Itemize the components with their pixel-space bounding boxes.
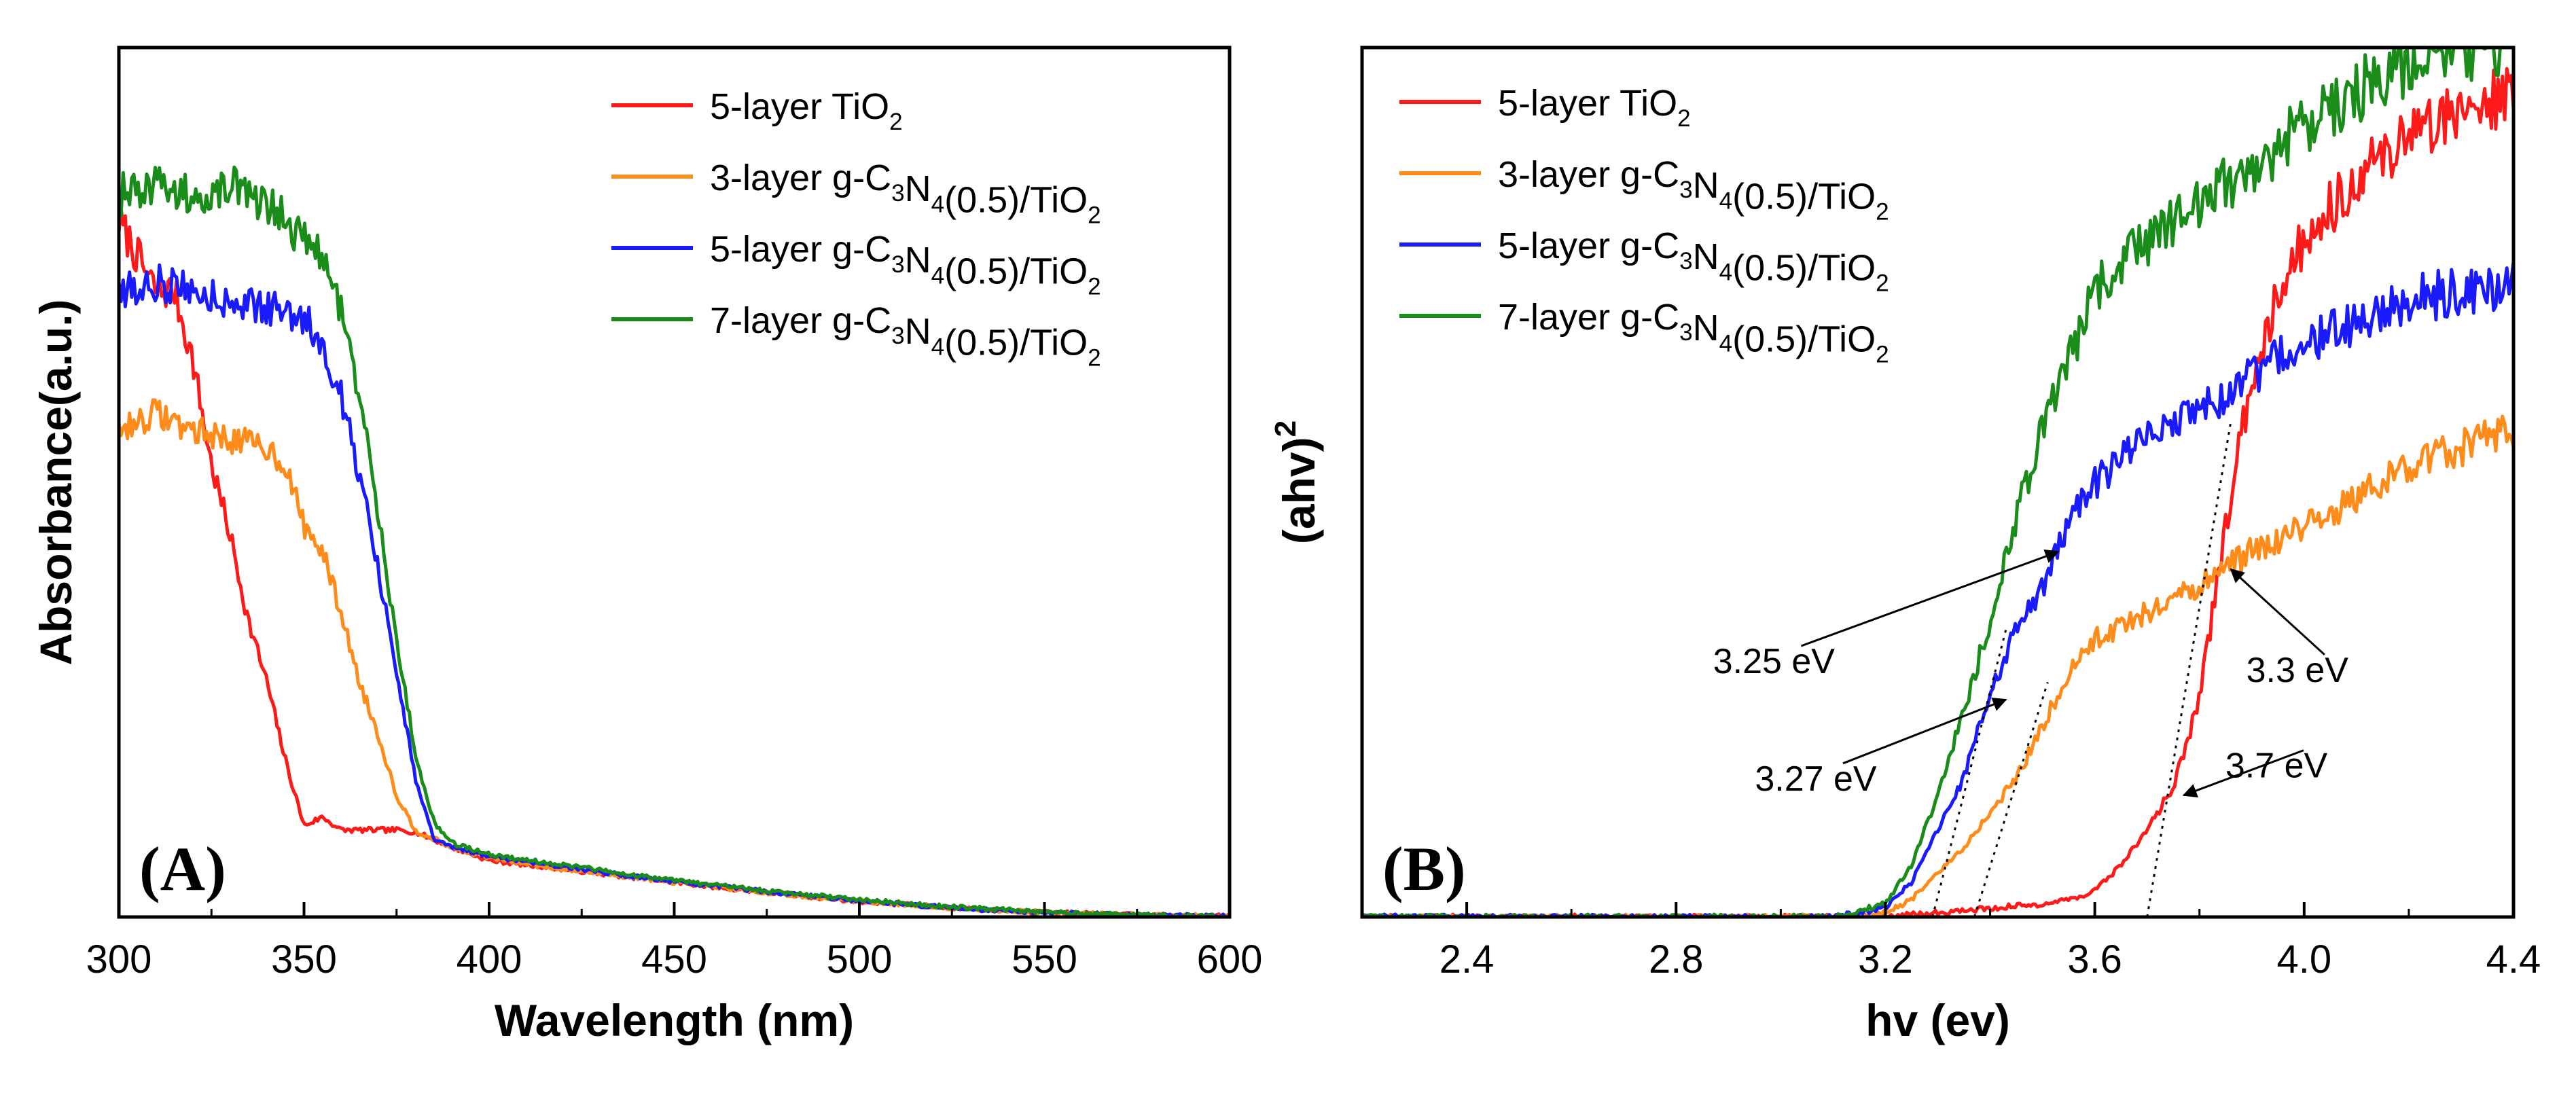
- tangent-line-1: [2146, 421, 2232, 918]
- legend-label-4: 7-layer g-C3N4(0.5)/TiO2: [710, 300, 1101, 372]
- y-axis-title: Absorbance(a.u.): [31, 299, 81, 665]
- legend-label-2: 3-layer g-C3N4(0.5)/TiO2: [710, 158, 1101, 229]
- x-tick-label: 500: [827, 937, 893, 982]
- x-tick-label: 300: [86, 937, 152, 982]
- x-tick-label: 3.6: [2067, 937, 2122, 982]
- series-line-3: [1361, 261, 2516, 919]
- x-tick-label: 2.4: [1439, 937, 1495, 982]
- legend-label-1: 5-layer TiO2: [1498, 83, 1691, 132]
- series-line-2: [117, 398, 1230, 919]
- legend-label-2: 3-layer g-C3N4(0.5)/TiO2: [1498, 154, 1889, 226]
- x-tick-label: 450: [641, 937, 707, 982]
- annotation-arrow-1: [1800, 550, 2060, 647]
- tangent-line-3: [1931, 630, 2007, 918]
- annotation-arrow-2: [1842, 698, 2007, 765]
- annotation-label-4: 3.7 eV: [2225, 747, 2328, 786]
- tangent-line-2: [1973, 681, 2049, 918]
- plot-frame: [1360, 46, 2516, 919]
- annotation-label-2: 3.27 eV: [1755, 759, 1877, 799]
- annotation-label-1: 3.25 eV: [1713, 642, 1836, 681]
- x-tick-label: 3.2: [1858, 937, 1913, 982]
- x-tick-label: 4.4: [2486, 937, 2541, 982]
- x-tick-label: 550: [1012, 937, 1077, 982]
- annotation-arrow-4: [2182, 749, 2304, 797]
- legend-label-3: 5-layer g-C3N4(0.5)/TiO2: [710, 229, 1101, 300]
- series-line-1: [117, 206, 1230, 919]
- panel-b-chart: 3.25 eV 3.27 eV 3.3 eV 3.7 eV 2.4 2.8 3.2 3.6 4.…: [1269, 46, 2541, 1045]
- legend-label-1: 5-layer TiO2: [710, 86, 903, 135]
- panel-a-chart: 300 350 400 450 500 550 600 Wavelength (nm) Abso…: [31, 46, 1263, 1045]
- annotation-arrow-3: [2230, 568, 2325, 655]
- legend-label-3: 5-layer g-C3N4(0.5)/TiO2: [1498, 226, 1889, 297]
- x-tick-label: 2.8: [1649, 937, 1704, 982]
- x-tick-label: 400: [457, 937, 522, 982]
- x-axis-title: Wavelength (nm): [495, 995, 854, 1045]
- y-axis-title: (ahv)2: [1269, 420, 1324, 544]
- panel-label: (B): [1382, 834, 1466, 903]
- annotation-label-3: 3.3 eV: [2247, 651, 2349, 690]
- x-tick-label: 350: [271, 937, 337, 982]
- legend-label-4: 7-layer g-C3N4(0.5)/TiO2: [1498, 297, 1889, 368]
- x-tick-label: 4.0: [2276, 937, 2331, 982]
- x-tick-label: 600: [1197, 937, 1263, 982]
- x-axis-title: hv (ev): [1865, 995, 2010, 1045]
- panel-label: (A): [139, 834, 226, 903]
